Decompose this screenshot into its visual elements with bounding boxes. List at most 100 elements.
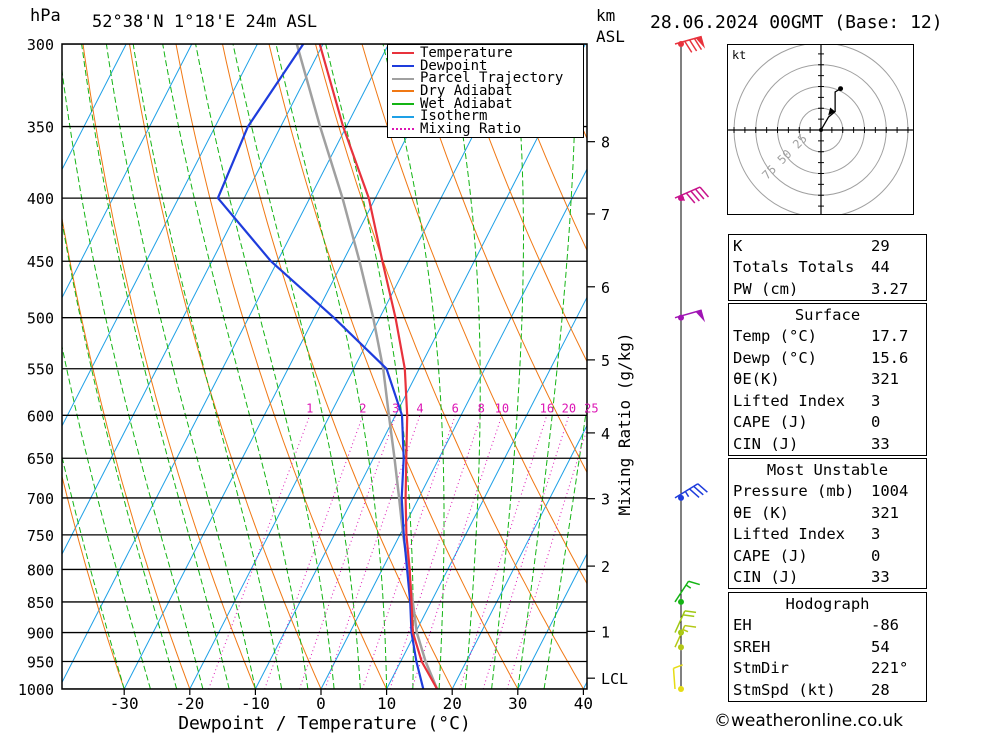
pressure-tick-label: 1000 xyxy=(18,681,54,699)
wind-barb-pennant xyxy=(695,310,706,323)
storm-motion-arrow xyxy=(828,107,836,116)
height-tick-label: 2 xyxy=(601,558,610,576)
legend-label: Wet Adiabat xyxy=(420,95,513,112)
hodograph-ring-label: 25 xyxy=(790,131,810,151)
legend-label: Temperature xyxy=(420,45,513,61)
pressure-tick-label: 900 xyxy=(27,625,54,643)
wet-adiabat-line xyxy=(162,44,309,689)
wind-barb-half-flag xyxy=(685,584,692,589)
mixing-ratio-label: 4 xyxy=(416,401,423,415)
dry-adiabat-line xyxy=(315,44,584,689)
wind-barb xyxy=(674,624,697,648)
temperature-line xyxy=(318,44,439,689)
wind-barb-flag xyxy=(685,192,696,204)
wind-barb-half-flag xyxy=(682,628,689,633)
wind-barb-flag xyxy=(684,40,693,53)
mixing-ratio-label: 6 xyxy=(452,401,459,415)
most-unstable-row: Pressure (mb) 1004 xyxy=(733,482,909,501)
hodograph-ring-label: 75 xyxy=(759,162,779,182)
chart-legend: Temperature Dewpoint Parcel Trajectory Dry … xyxy=(387,44,584,138)
wind-barb-staff xyxy=(674,580,690,603)
wind-level-dot xyxy=(678,686,684,692)
mixing-ratio-line xyxy=(299,415,397,689)
hodograph-row: SREH 54 xyxy=(733,637,890,656)
pressure-unit-label: hPa xyxy=(30,6,61,26)
wind-barb-flag xyxy=(684,610,697,614)
legend-label: Mixing Ratio xyxy=(420,121,522,138)
x-axis-label: Dewpoint / Temperature (°C) xyxy=(178,713,471,733)
wet-adiabat-line xyxy=(446,44,481,689)
wind-barb-flag xyxy=(689,488,700,498)
wind-barb xyxy=(674,35,706,53)
wet-adiabat-line xyxy=(105,44,256,689)
surface-row: Temp (°C) 17.7 xyxy=(733,327,909,346)
mixing-ratio-label: 25 xyxy=(584,401,598,415)
legend-entry: Dry Adiabat xyxy=(388,84,583,98)
isotherm-line xyxy=(62,44,127,171)
dry-adiabat-line xyxy=(408,44,587,474)
surface-row: CIN (J) 33 xyxy=(733,434,890,453)
surface-row: θE(K) 321 xyxy=(733,370,899,389)
legend-label: Parcel Trajectory xyxy=(420,70,564,87)
hodograph-row: EH -86 xyxy=(733,616,899,635)
wind-barb-flag xyxy=(690,190,700,202)
x-tick-label: 30 xyxy=(508,694,527,713)
mixing-ratio-line xyxy=(208,415,311,689)
wind-barb xyxy=(674,580,700,603)
dry-adiabat-line xyxy=(62,474,125,689)
wind-barb-flag xyxy=(693,38,703,51)
station-location: 52°38'N 1°18'E 24m ASL xyxy=(92,12,318,32)
wind-barb-half-flag xyxy=(681,194,686,202)
wind-barb-flag xyxy=(684,624,697,628)
legend-entry: Isotherm xyxy=(388,110,583,123)
legend-entry: Dewpoint xyxy=(388,59,583,73)
wind-barb-flag xyxy=(697,483,708,493)
wet-adiabat-line xyxy=(491,44,524,689)
pressure-tick-label: 850 xyxy=(27,594,54,612)
mixing-ratio-label: 3 xyxy=(392,401,399,415)
legend-label: Isotherm xyxy=(420,108,488,125)
pressure-tick-label: 350 xyxy=(27,119,54,137)
wind-barb-flag xyxy=(688,39,698,52)
isotherm-line xyxy=(189,44,521,689)
height-tick-label: 6 xyxy=(601,279,610,297)
legend-swatch xyxy=(392,77,414,80)
mixing-ratio-label: 2 xyxy=(359,401,366,415)
surface-row: CAPE (J) 0 xyxy=(733,413,881,432)
dry-adiabat-line xyxy=(268,44,519,689)
hodograph-start-point xyxy=(819,128,823,132)
plot-frame xyxy=(61,43,588,690)
pressure-tick-label: 450 xyxy=(27,253,54,271)
x-tick-label: 40 xyxy=(574,694,593,713)
mixing-ratio-label: 1 xyxy=(306,401,313,415)
mixing-ratio-axis-label: Mixing Ratio (g/kg) xyxy=(615,332,634,515)
wind-barb-pennant xyxy=(695,36,706,49)
wind-barb-flag xyxy=(682,614,695,618)
most-unstable-row: CIN (J) 33 xyxy=(733,568,890,587)
isotherm-line xyxy=(62,44,390,684)
hodograph-table: Hodograph EH -86 SREH 54 StmDir 221° StmSpd… xyxy=(728,592,927,702)
wind-barb xyxy=(674,186,710,204)
legend-swatch xyxy=(392,103,414,106)
indices-table: K 29 Totals Totals 44 PW (cm) 3.27 xyxy=(728,234,927,301)
most-unstable-row: Lifted Index 3 xyxy=(733,525,881,544)
wind-barb-flag xyxy=(688,580,700,586)
wet-adiabat-line xyxy=(232,44,361,689)
x-tick-label: 0 xyxy=(316,694,326,713)
wet-adiabat-line xyxy=(543,402,587,689)
dry-adiabat-line xyxy=(501,44,587,252)
height-tick-label: 7 xyxy=(601,206,610,224)
wind-level-dot xyxy=(678,494,684,501)
wind-level-dot xyxy=(678,644,684,651)
hodograph-row: StmDir 221° xyxy=(733,659,909,678)
dry-adiabat-line xyxy=(222,44,453,689)
mixing-ratio-line xyxy=(411,415,503,689)
pressure-tick-label: 300 xyxy=(27,36,54,54)
asl-label: ASL xyxy=(596,27,625,46)
footer-credit[interactable]: ©weatheronline.co.uk xyxy=(714,711,904,731)
isotherm-line xyxy=(123,44,455,689)
height-tick-label: LCL xyxy=(601,670,628,688)
pressure-tick-label: 750 xyxy=(27,527,54,545)
most-unstable-table: Most Unstable Pressure (mb) 1004 θE (K) 32… xyxy=(728,458,927,589)
